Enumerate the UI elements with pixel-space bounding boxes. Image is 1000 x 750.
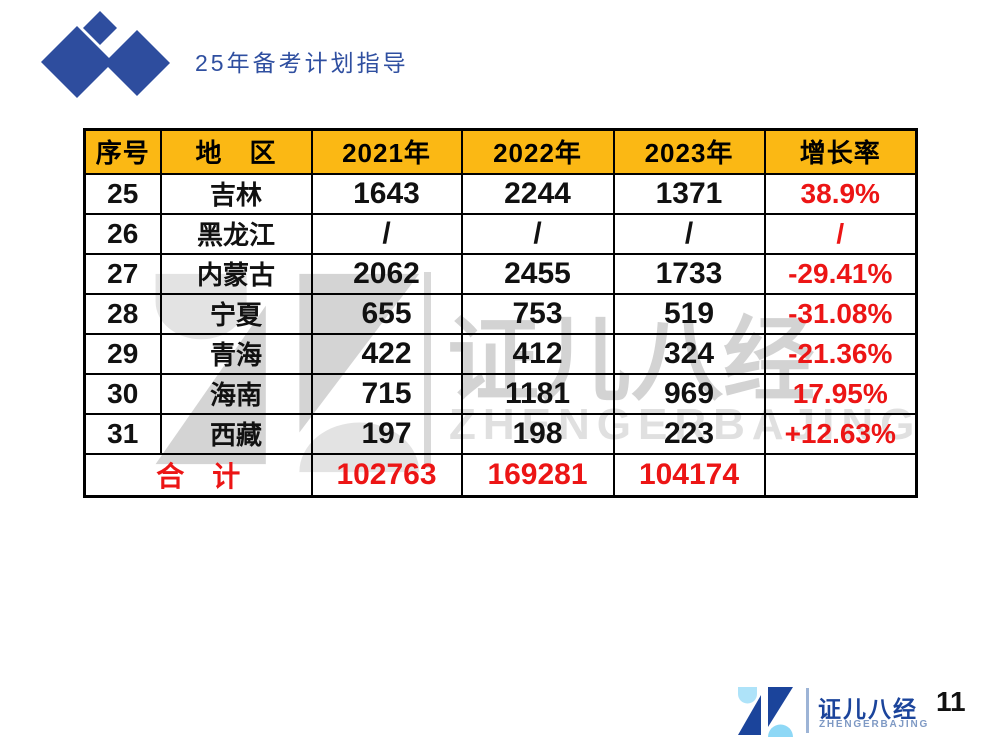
cell-year-value: 1733 (612, 252, 766, 295)
cell-year-value: 422 (310, 332, 463, 375)
column-header: 地 区 (159, 128, 313, 175)
table-header-row: 序号地 区 2021年 2022年 2023年 增长率 (83, 128, 918, 175)
cell-region: 西藏 (159, 412, 313, 455)
table-row: 29 青海 422 412 324 -21.36% (83, 332, 918, 375)
cell-year-value: 2062 (310, 252, 463, 295)
cell-growth-rate: -31.08% (763, 292, 918, 335)
cell-year-value: 969 (612, 372, 766, 415)
cell-row-number: 29 (83, 332, 162, 375)
table-total-row: 合 计 102763 169281 104174 (83, 452, 918, 497)
cell-region: 吉林 (159, 172, 313, 215)
cell-region: 宁夏 (159, 292, 313, 335)
column-header: 2023年 (612, 128, 766, 175)
table-row: 25 吉林 1643 2244 1371 38.9% (83, 172, 918, 215)
cell-year-value: 197 (310, 412, 463, 455)
table-row: 30 海南 715 1181 969 17.95% (83, 372, 918, 415)
page-title: 25年备考计划指导 (195, 50, 409, 76)
cell-year-value: 198 (460, 412, 615, 455)
cell-row-number: 27 (83, 252, 162, 295)
diamond-logo-icon (41, 11, 170, 98)
cell-year-value: / (612, 212, 766, 255)
column-header: 2022年 (460, 128, 615, 175)
cell-year-value: 715 (310, 372, 463, 415)
cell-row-number: 26 (83, 212, 162, 255)
cell-growth-rate: 38.9% (763, 172, 918, 215)
cell-region: 青海 (159, 332, 313, 375)
cell-year-value: / (310, 212, 463, 255)
brand-divider (806, 688, 809, 733)
cell-row-number: 31 (83, 412, 162, 455)
cell-year-value: 223 (612, 412, 766, 455)
cell-growth-rate: 17.95% (763, 372, 918, 415)
region-data-table: 序号地 区 2021年 2022年 2023年 增长率 25 吉林 1643 2244 1371… (83, 128, 918, 498)
cell-total-value: 169281 (460, 452, 615, 497)
cell-year-value: 412 (460, 332, 615, 375)
cell-year-value: 655 (310, 292, 463, 335)
cell-region: 黑龙江 (159, 212, 313, 255)
column-header: 增长率 (763, 128, 918, 175)
cell-year-value: 2455 (460, 252, 615, 295)
cell-row-number: 30 (83, 372, 162, 415)
cell-total-value: 102763 (310, 452, 463, 497)
cell-total-label: 合 计 (83, 452, 313, 497)
cell-year-value: 324 (612, 332, 766, 375)
cell-row-number: 28 (83, 292, 162, 335)
cell-year-value: 1371 (612, 172, 766, 215)
cell-region: 海南 (159, 372, 313, 415)
page-number: 11 (936, 686, 966, 717)
cell-year-value: 519 (612, 292, 766, 335)
cell-growth-rate: +12.63% (763, 412, 918, 455)
cell-year-value: 753 (460, 292, 615, 335)
cell-growth-rate: -29.41% (763, 252, 918, 295)
table-row: 27 内蒙古 2062 2455 1733 -29.41% (83, 252, 918, 295)
cell-region: 内蒙古 (159, 252, 313, 295)
table-row: 28 宁夏 655 753 519 -31.08% (83, 292, 918, 335)
cell-growth-rate: -21.36% (763, 332, 918, 375)
cell-total-growth (763, 452, 918, 497)
cell-year-value: 1643 (310, 172, 463, 215)
brand-name-cn: 证儿八经 (818, 696, 918, 722)
column-header: 序号 (83, 128, 162, 175)
cell-growth-rate: / (763, 212, 918, 255)
cell-year-value: 1181 (460, 372, 615, 415)
table-row: 26 黑龙江 / / / / (83, 212, 918, 255)
table-row: 31 西藏 197 198 223 +12.63% (83, 412, 918, 455)
cell-total-value: 104174 (612, 452, 766, 497)
brand-logo-icon (738, 687, 793, 737)
cell-row-number: 25 (83, 172, 162, 215)
cell-year-value: / (460, 212, 615, 255)
column-header: 2021年 (310, 128, 463, 175)
cell-year-value: 2244 (460, 172, 615, 215)
brand-name-en: ZHENGERBAJING (819, 719, 930, 730)
